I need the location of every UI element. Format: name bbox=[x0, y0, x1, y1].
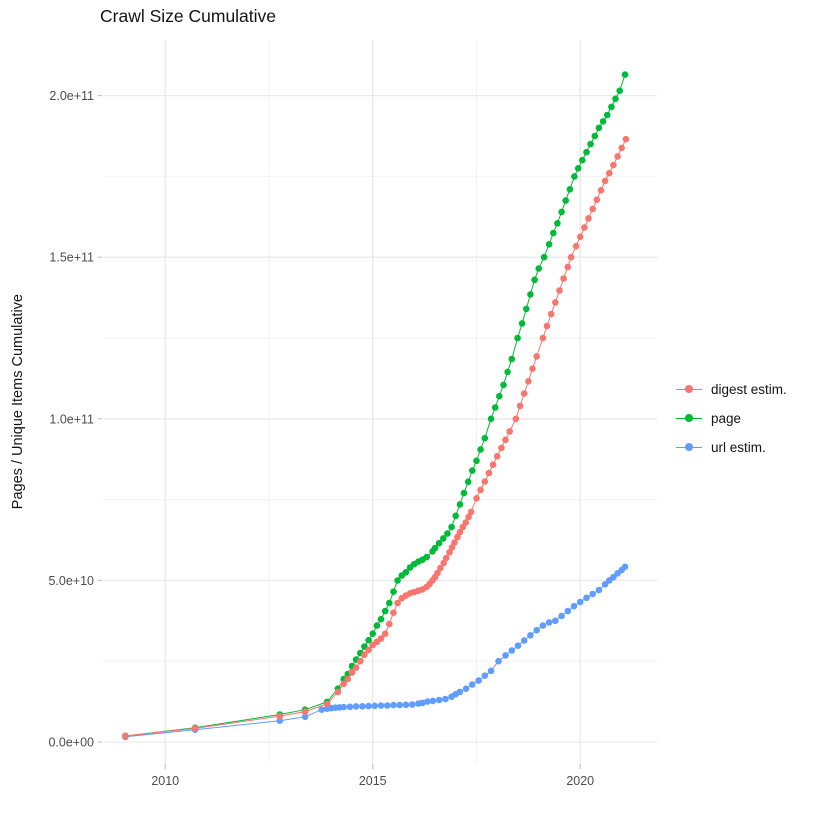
legend-key-url-estim-icon bbox=[676, 439, 702, 455]
legend-label-url-estim: url estim. bbox=[711, 439, 766, 455]
legend-item-page: page bbox=[676, 407, 826, 429]
chart-title: Crawl Size Cumulative bbox=[100, 6, 277, 26]
legend-key-digest-estim-icon bbox=[676, 381, 702, 397]
svg-text:1.5e+11: 1.5e+11 bbox=[49, 251, 94, 265]
svg-text:2020: 2020 bbox=[566, 774, 594, 788]
svg-text:2.0e+11: 2.0e+11 bbox=[49, 89, 94, 103]
legend-label-digest-estim: digest estim. bbox=[711, 381, 787, 397]
legend-item-digest-estim: digest estim. bbox=[676, 378, 826, 400]
legend: digest estim. page url estim. bbox=[676, 378, 826, 458]
svg-text:5.0e+10: 5.0e+10 bbox=[48, 574, 94, 588]
svg-text:0.0e+00: 0.0e+00 bbox=[48, 735, 94, 749]
legend-item-url-estim: url estim. bbox=[676, 436, 826, 458]
svg-text:2010: 2010 bbox=[151, 774, 179, 788]
legend-label-page: page bbox=[711, 410, 742, 426]
svg-text:1.0e+11: 1.0e+11 bbox=[49, 412, 94, 426]
svg-text:2015: 2015 bbox=[359, 774, 387, 788]
legend-key-page-icon bbox=[676, 410, 702, 426]
